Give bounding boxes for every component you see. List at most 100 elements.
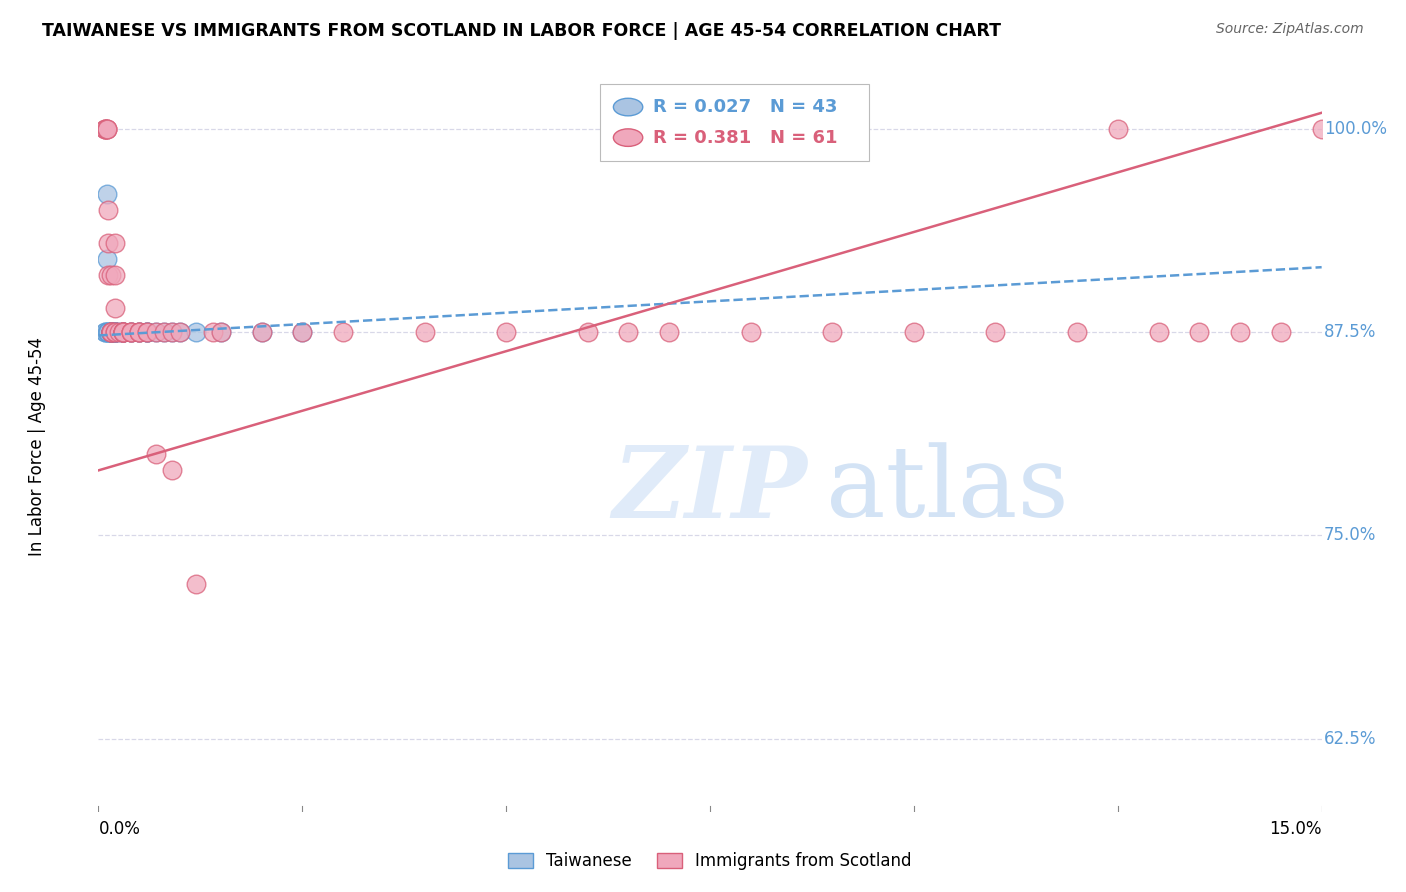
Point	[111, 325, 134, 339]
Point	[94, 122, 117, 136]
Text: atlas: atlas	[827, 442, 1069, 538]
Point	[291, 325, 314, 339]
Text: R = 0.027   N = 43: R = 0.027 N = 43	[652, 98, 837, 116]
Point	[104, 325, 127, 339]
Point	[100, 325, 122, 339]
Point	[100, 268, 122, 283]
Point	[169, 325, 191, 339]
Point	[94, 325, 117, 339]
Point	[903, 325, 925, 339]
Text: 15.0%: 15.0%	[1270, 820, 1322, 838]
Point	[145, 325, 167, 339]
Point	[96, 122, 118, 136]
Text: TAIWANESE VS IMMIGRANTS FROM SCOTLAND IN LABOR FORCE | AGE 45-54 CORRELATION CHA: TAIWANESE VS IMMIGRANTS FROM SCOTLAND IN…	[42, 22, 1001, 40]
Point	[104, 325, 127, 339]
Point	[97, 268, 120, 283]
Point	[209, 325, 232, 339]
Point	[145, 325, 167, 339]
Point	[120, 325, 142, 339]
Point	[94, 122, 117, 136]
FancyBboxPatch shape	[600, 84, 869, 161]
Text: In Labor Force | Age 45-54: In Labor Force | Age 45-54	[28, 336, 46, 556]
Point	[104, 325, 127, 339]
Point	[111, 325, 134, 339]
Point	[160, 463, 183, 477]
Point	[96, 187, 118, 202]
Point	[104, 325, 127, 339]
Point	[1229, 325, 1251, 339]
Point	[104, 325, 127, 339]
Point	[96, 325, 118, 339]
Point	[104, 325, 127, 339]
Point	[136, 325, 159, 339]
Point	[111, 325, 134, 339]
Point	[1188, 325, 1211, 339]
Point	[100, 325, 122, 339]
Point	[169, 325, 191, 339]
Point	[111, 325, 134, 339]
Point	[1066, 325, 1088, 339]
Point	[128, 325, 150, 339]
Text: 75.0%: 75.0%	[1324, 526, 1376, 544]
Point	[100, 325, 122, 339]
Text: 87.5%: 87.5%	[1324, 323, 1376, 342]
Point	[332, 325, 354, 339]
Text: R = 0.381   N = 61: R = 0.381 N = 61	[652, 128, 837, 146]
Point	[100, 325, 122, 339]
Point	[100, 325, 122, 339]
Point	[111, 325, 134, 339]
Text: 100.0%: 100.0%	[1324, 120, 1388, 138]
Point	[120, 325, 142, 339]
Point	[104, 325, 127, 339]
Text: 0.0%: 0.0%	[98, 820, 141, 838]
Point	[658, 325, 681, 339]
Point	[97, 203, 120, 218]
Point	[413, 325, 436, 339]
Point	[128, 325, 150, 339]
Point	[186, 325, 208, 339]
Point	[250, 325, 273, 339]
Point	[1270, 325, 1292, 339]
Point	[100, 325, 122, 339]
Point	[128, 325, 150, 339]
Point	[136, 325, 159, 339]
Point	[100, 325, 122, 339]
Point	[100, 325, 122, 339]
Point	[186, 577, 208, 591]
Point	[100, 325, 122, 339]
Point	[120, 325, 142, 339]
Point	[104, 325, 127, 339]
Point	[104, 325, 127, 339]
Point	[495, 325, 517, 339]
Point	[104, 301, 127, 315]
Point	[1310, 122, 1333, 136]
Point	[120, 325, 142, 339]
Point	[100, 325, 122, 339]
Point	[97, 325, 120, 339]
Point	[821, 325, 844, 339]
Point	[1147, 325, 1170, 339]
Point	[104, 235, 127, 250]
Point	[97, 235, 120, 250]
Circle shape	[613, 128, 643, 146]
Point	[100, 325, 122, 339]
Point	[100, 325, 122, 339]
Point	[984, 325, 1007, 339]
Point	[250, 325, 273, 339]
Point	[111, 325, 134, 339]
Point	[104, 268, 127, 283]
Legend: Taiwanese, Immigrants from Scotland: Taiwanese, Immigrants from Scotland	[502, 846, 918, 877]
Point	[100, 325, 122, 339]
Circle shape	[613, 98, 643, 116]
Point	[111, 325, 134, 339]
Point	[209, 325, 232, 339]
Point	[120, 325, 142, 339]
Point	[100, 325, 122, 339]
Point	[108, 325, 131, 339]
Point	[201, 325, 224, 339]
Point	[136, 325, 159, 339]
Point	[94, 325, 117, 339]
Point	[94, 122, 117, 136]
Point	[128, 325, 150, 339]
Point	[96, 122, 118, 136]
